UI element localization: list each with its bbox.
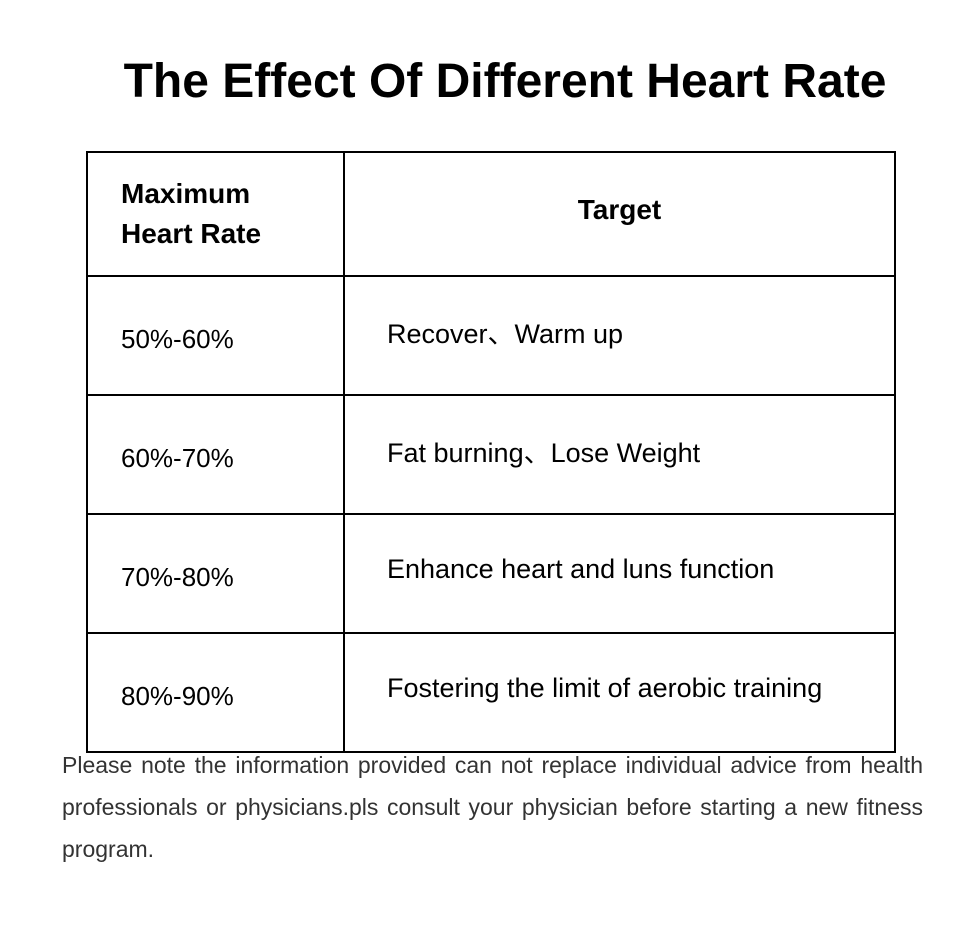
row: 80%-90% Fostering the limit of aerobic t… — [86, 632, 896, 753]
row: 70%-80% Enhance heart and luns function — [86, 513, 896, 634]
heart-rate-table: Maximum Heart Rate Target 50%-60% Recove… — [86, 151, 896, 753]
target-cell: Fostering the limit of aerobic training — [343, 632, 896, 753]
header-text: Maximum Heart Rate — [121, 178, 262, 249]
row: 60%-70% Fat burning、Lose Weight — [86, 394, 896, 515]
row: 50%-60% Recover、Warm up — [86, 275, 896, 396]
target-cell: Fat burning、Lose Weight — [343, 394, 896, 515]
rate-cell: 60%-70% — [86, 394, 345, 515]
target-cell: Enhance heart and luns function — [343, 513, 896, 634]
header-cell: Target — [343, 151, 896, 277]
disclaimer-note: Please note the information provided can… — [62, 752, 923, 862]
rate-cell: 80%-90% — [86, 632, 345, 753]
target-cell: Recover、Warm up — [343, 275, 896, 396]
title: The Effect Of Different Heart Rate — [123, 55, 887, 108]
header-cell: Maximum Heart Rate — [86, 151, 345, 277]
header-row: Maximum Heart Rate Target — [86, 151, 896, 277]
rate-cell: 70%-80% — [86, 513, 345, 634]
rate-cell: 50%-60% — [86, 275, 345, 396]
